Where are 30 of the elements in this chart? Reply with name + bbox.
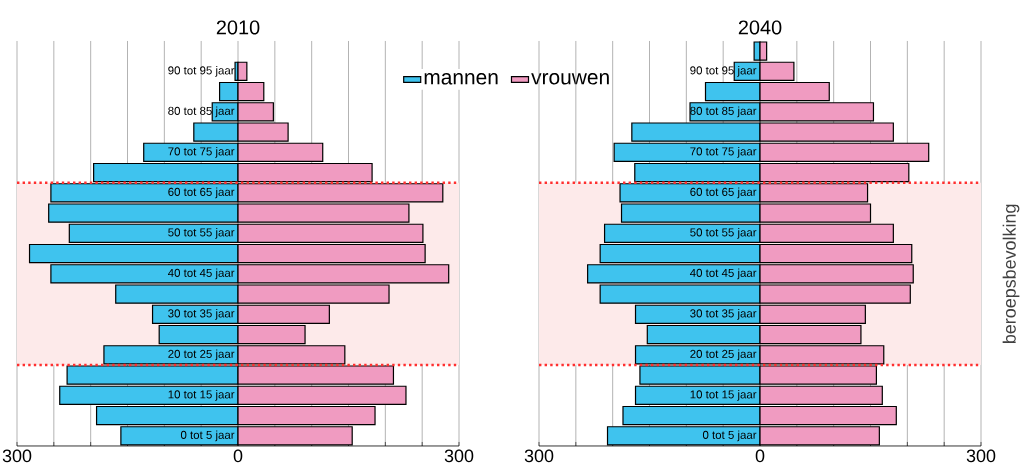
- y-tick-label: 50 tot 55 jaar: [168, 228, 235, 239]
- y-tick-label: 60 tot 65 jaar: [690, 187, 757, 199]
- legend-label: mannen: [424, 73, 498, 85]
- y-tick-label: 10 tot 15 jaar: [690, 390, 757, 401]
- x-tick-label: 300: [966, 449, 996, 463]
- y-tick-label: 90 tot 95 jaar: [690, 66, 757, 77]
- x-tick-label: 0: [233, 449, 243, 463]
- x-tick-label: 0: [755, 449, 765, 463]
- chart-title: 2010: [216, 20, 260, 35]
- y-tick-label: 30 tot 35 jaar: [168, 309, 235, 320]
- x-tick-label: 300: [524, 449, 554, 463]
- y-tick-label: 50 tot 55 jaar: [690, 228, 757, 239]
- y-tick-label: 0 tot 5 jaar: [702, 430, 757, 442]
- y-tick-label: 0 tot 5 jaar: [180, 430, 235, 442]
- y-tick-label: 40 tot 45 jaar: [689, 268, 757, 280]
- y-tick-label: 10 tot 15 jaar: [168, 390, 235, 401]
- band-label: beroepsbevolking: [1002, 204, 1020, 343]
- y-tick-label: 40 tot 45 jaar: [167, 268, 235, 280]
- x-tick-label: 300: [2, 449, 32, 463]
- y-tick-label: 60 tot 65 jaar: [168, 187, 235, 199]
- y-tick-label: 70 tot 75 jaar: [168, 147, 235, 158]
- x-tick-label: 300: [444, 449, 474, 463]
- y-tick-label: 20 tot 25 jaar: [168, 349, 235, 361]
- y-tick-label: 70 tot 75 jaar: [690, 147, 757, 158]
- y-tick-label: 90 tot 95 jaar: [168, 66, 235, 77]
- y-tick-label: 80 tot 85 jaar: [168, 106, 235, 118]
- legend-label: vrouwen: [531, 73, 609, 85]
- y-tick-label: 30 tot 35 jaar: [690, 309, 757, 320]
- chart-title: 2040: [738, 20, 782, 35]
- y-tick-label: 20 tot 25 jaar: [690, 349, 757, 361]
